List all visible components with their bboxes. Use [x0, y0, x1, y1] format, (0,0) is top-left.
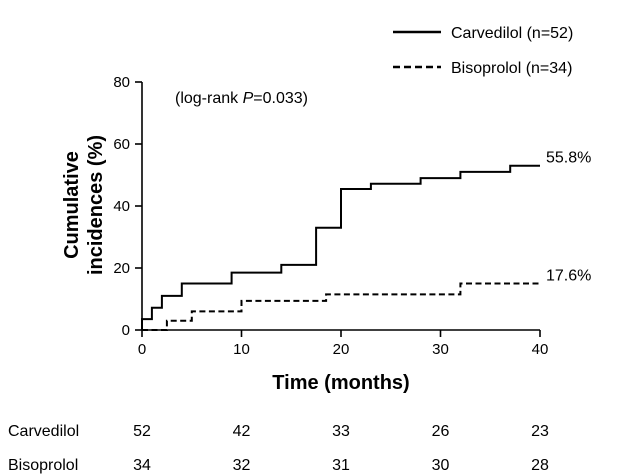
risk-table: Carvedilol 52 42 33 26 23 Bisoprolol 34 32 31 30 28 — [8, 423, 549, 474]
risk-cell: 52 — [133, 423, 151, 440]
y-axis-title-line1: Cumulative — [61, 151, 83, 259]
x-tick-label: 40 — [532, 341, 549, 358]
y-tick-label: 80 — [113, 74, 130, 91]
x-axis-title: Time (months) — [272, 372, 409, 394]
risk-row-label: Bisoprolol — [8, 457, 78, 474]
curve-bisoprolol — [142, 282, 540, 331]
end-labels: 55.8% 17.6% — [546, 150, 591, 285]
x-tick-label: 10 — [233, 341, 250, 358]
risk-cell: 33 — [332, 423, 350, 440]
annotation-suffix: =0.033) — [253, 90, 308, 107]
y-axis: 0 20 40 60 80 — [113, 74, 143, 339]
y-tick-label: 40 — [113, 198, 130, 215]
curve-carvedilol — [141, 164, 540, 330]
log-rank-annotation: (log-rank P=0.033) — [175, 90, 308, 107]
end-label-bisoprolol: 17.6% — [546, 268, 591, 285]
risk-row-label: Carvedilol — [8, 423, 79, 440]
risk-cell: 30 — [432, 457, 450, 474]
annotation-p: P — [243, 90, 254, 107]
end-label-carvedilol: 55.8% — [546, 150, 591, 167]
risk-cell: 26 — [432, 423, 450, 440]
x-axis: 0 10 20 30 40 — [138, 329, 549, 358]
y-tick-label: 60 — [113, 136, 130, 153]
risk-cell: 42 — [233, 423, 251, 440]
x-ticks: 0 10 20 30 40 — [138, 330, 549, 358]
legend-label-carvedilol: Carvedilol (n=52) — [451, 25, 573, 42]
x-tick-label: 20 — [333, 341, 350, 358]
legend-label-bisoprolol: Bisoprolol (n=34) — [451, 60, 572, 77]
x-tick-label: 30 — [432, 341, 449, 358]
y-axis-title-line2: incidences (%) — [85, 135, 107, 275]
risk-cell: 34 — [133, 457, 151, 474]
risk-cell: 32 — [233, 457, 251, 474]
y-ticks: 0 20 40 60 80 — [113, 74, 142, 339]
risk-cell: 28 — [531, 457, 549, 474]
legend: Carvedilol (n=52) Bisoprolol (n=34) — [393, 25, 573, 77]
curves — [141, 164, 540, 331]
y-tick-label: 20 — [113, 260, 130, 277]
y-tick-label: 0 — [122, 322, 130, 339]
risk-cell: 31 — [332, 457, 350, 474]
x-tick-label: 0 — [138, 341, 146, 358]
annotation-prefix: (log-rank — [175, 90, 243, 107]
risk-cell: 23 — [531, 423, 549, 440]
